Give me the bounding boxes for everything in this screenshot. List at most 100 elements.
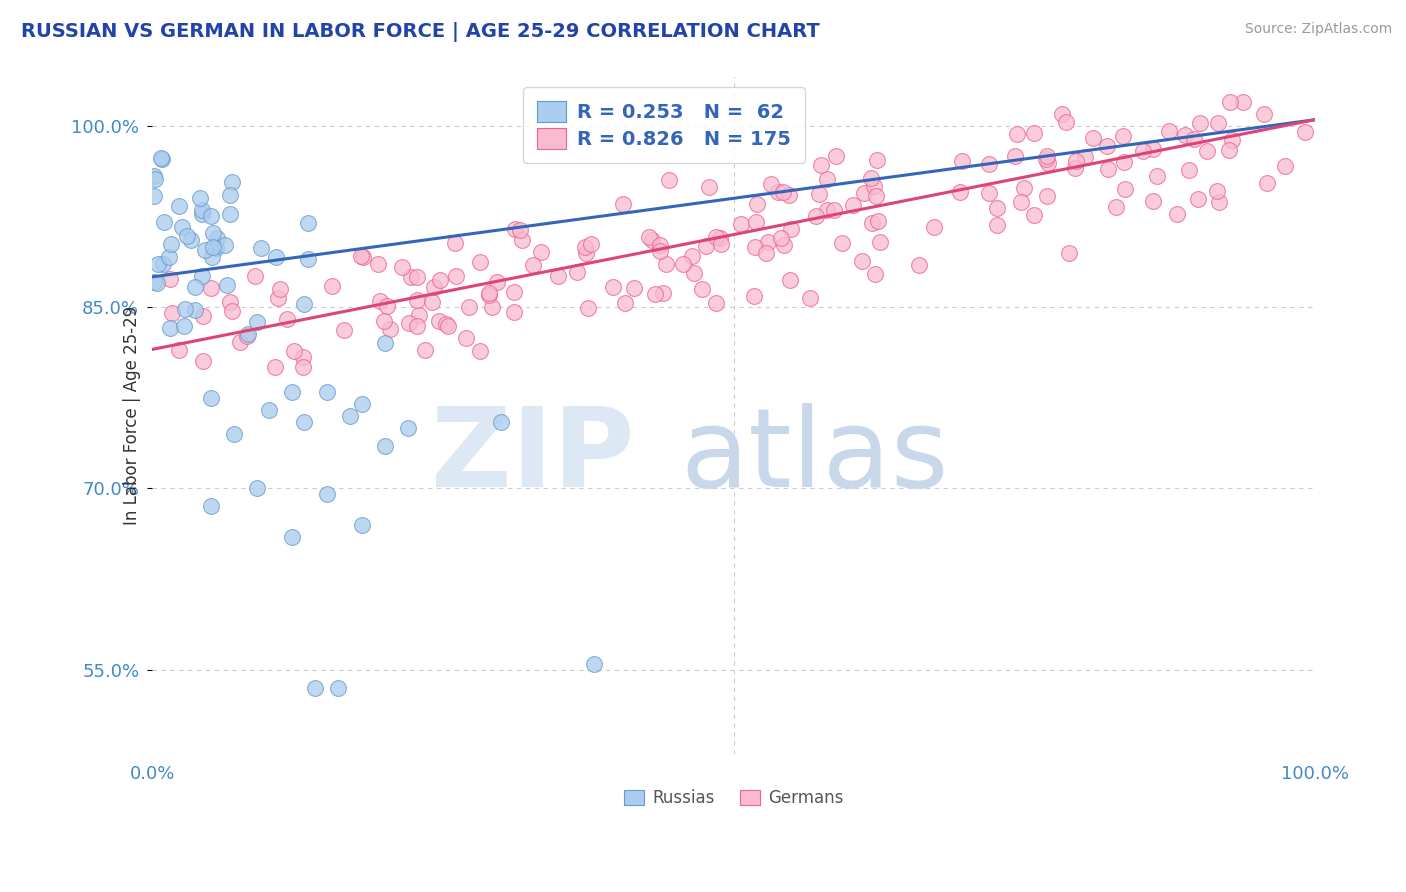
Point bbox=[367, 257, 389, 271]
Point bbox=[406, 269, 429, 284]
Point bbox=[380, 322, 402, 336]
Point bbox=[522, 258, 544, 272]
Point bbox=[503, 285, 526, 300]
Point bbox=[815, 171, 838, 186]
Y-axis label: In Labor Force | Age 25-29: In Labor Force | Age 25-29 bbox=[124, 306, 142, 525]
Point bbox=[1256, 176, 1278, 190]
Point bbox=[1064, 154, 1087, 169]
Point bbox=[176, 228, 198, 243]
Point bbox=[157, 250, 180, 264]
Point bbox=[408, 308, 430, 322]
Point bbox=[1074, 150, 1097, 164]
Point bbox=[1063, 161, 1085, 176]
Point bbox=[352, 250, 374, 264]
Point bbox=[773, 238, 796, 252]
Point bbox=[368, 294, 391, 309]
Point bbox=[1057, 245, 1080, 260]
Point bbox=[547, 268, 569, 283]
Point bbox=[860, 216, 883, 230]
Point bbox=[1195, 145, 1218, 159]
Point bbox=[396, 421, 419, 435]
Point bbox=[250, 241, 273, 255]
Point bbox=[851, 253, 873, 268]
Text: ZIP: ZIP bbox=[432, 403, 636, 510]
Point bbox=[436, 317, 458, 331]
Point bbox=[863, 268, 886, 282]
Point bbox=[804, 209, 827, 223]
Point bbox=[1253, 107, 1275, 121]
Point bbox=[188, 191, 211, 205]
Point bbox=[283, 343, 305, 358]
Point bbox=[159, 321, 181, 335]
Point bbox=[1142, 141, 1164, 155]
Point bbox=[281, 530, 304, 544]
Point bbox=[246, 315, 269, 329]
Point bbox=[200, 391, 222, 405]
Point bbox=[297, 215, 319, 229]
Point bbox=[709, 231, 731, 245]
Point bbox=[648, 244, 671, 258]
Point bbox=[160, 306, 183, 320]
Point bbox=[485, 275, 508, 289]
Point bbox=[815, 203, 838, 218]
Point bbox=[191, 309, 214, 323]
Point bbox=[612, 197, 634, 211]
Point bbox=[509, 223, 531, 237]
Point bbox=[1036, 189, 1059, 203]
Point bbox=[755, 246, 778, 260]
Point bbox=[481, 300, 503, 314]
Point bbox=[146, 276, 169, 290]
Point bbox=[579, 237, 602, 252]
Point bbox=[756, 235, 779, 250]
Point bbox=[202, 240, 225, 254]
Point bbox=[477, 288, 499, 302]
Point bbox=[825, 149, 848, 163]
Point bbox=[1178, 162, 1201, 177]
Point bbox=[576, 301, 599, 315]
Point bbox=[150, 152, 173, 166]
Text: RUSSIAN VS GERMAN IN LABOR FORCE | AGE 25-29 CORRELATION CHART: RUSSIAN VS GERMAN IN LABOR FORCE | AGE 2… bbox=[21, 22, 820, 42]
Point bbox=[221, 175, 243, 189]
Point bbox=[778, 188, 800, 202]
Point bbox=[744, 214, 766, 228]
Point bbox=[1004, 149, 1026, 163]
Point bbox=[1112, 128, 1135, 143]
Legend: Russias, Germans: Russias, Germans bbox=[617, 782, 851, 814]
Point bbox=[246, 481, 269, 495]
Point bbox=[1035, 149, 1057, 163]
Point bbox=[1035, 153, 1057, 167]
Point bbox=[1188, 116, 1211, 130]
Point bbox=[170, 219, 193, 234]
Point bbox=[655, 257, 678, 271]
Point bbox=[1208, 116, 1230, 130]
Point bbox=[1166, 207, 1188, 221]
Point bbox=[350, 249, 373, 263]
Point bbox=[218, 207, 240, 221]
Point bbox=[257, 402, 280, 417]
Point bbox=[866, 214, 889, 228]
Point bbox=[218, 188, 240, 202]
Point bbox=[146, 257, 169, 271]
Point bbox=[704, 295, 727, 310]
Point bbox=[652, 285, 675, 300]
Point bbox=[243, 269, 266, 284]
Point bbox=[200, 281, 222, 295]
Point bbox=[614, 295, 637, 310]
Text: Source: ZipAtlas.com: Source: ZipAtlas.com bbox=[1244, 22, 1392, 37]
Point bbox=[229, 334, 252, 349]
Point bbox=[648, 237, 671, 252]
Point bbox=[183, 303, 205, 318]
Point bbox=[530, 244, 553, 259]
Point bbox=[264, 251, 287, 265]
Point bbox=[1114, 182, 1136, 196]
Point bbox=[986, 218, 1008, 232]
Point bbox=[1022, 208, 1045, 222]
Point bbox=[986, 201, 1008, 215]
Point bbox=[779, 273, 801, 287]
Point bbox=[281, 384, 304, 399]
Point bbox=[574, 245, 596, 260]
Point bbox=[201, 250, 224, 264]
Point bbox=[406, 318, 429, 333]
Point bbox=[458, 300, 481, 314]
Point bbox=[398, 316, 420, 330]
